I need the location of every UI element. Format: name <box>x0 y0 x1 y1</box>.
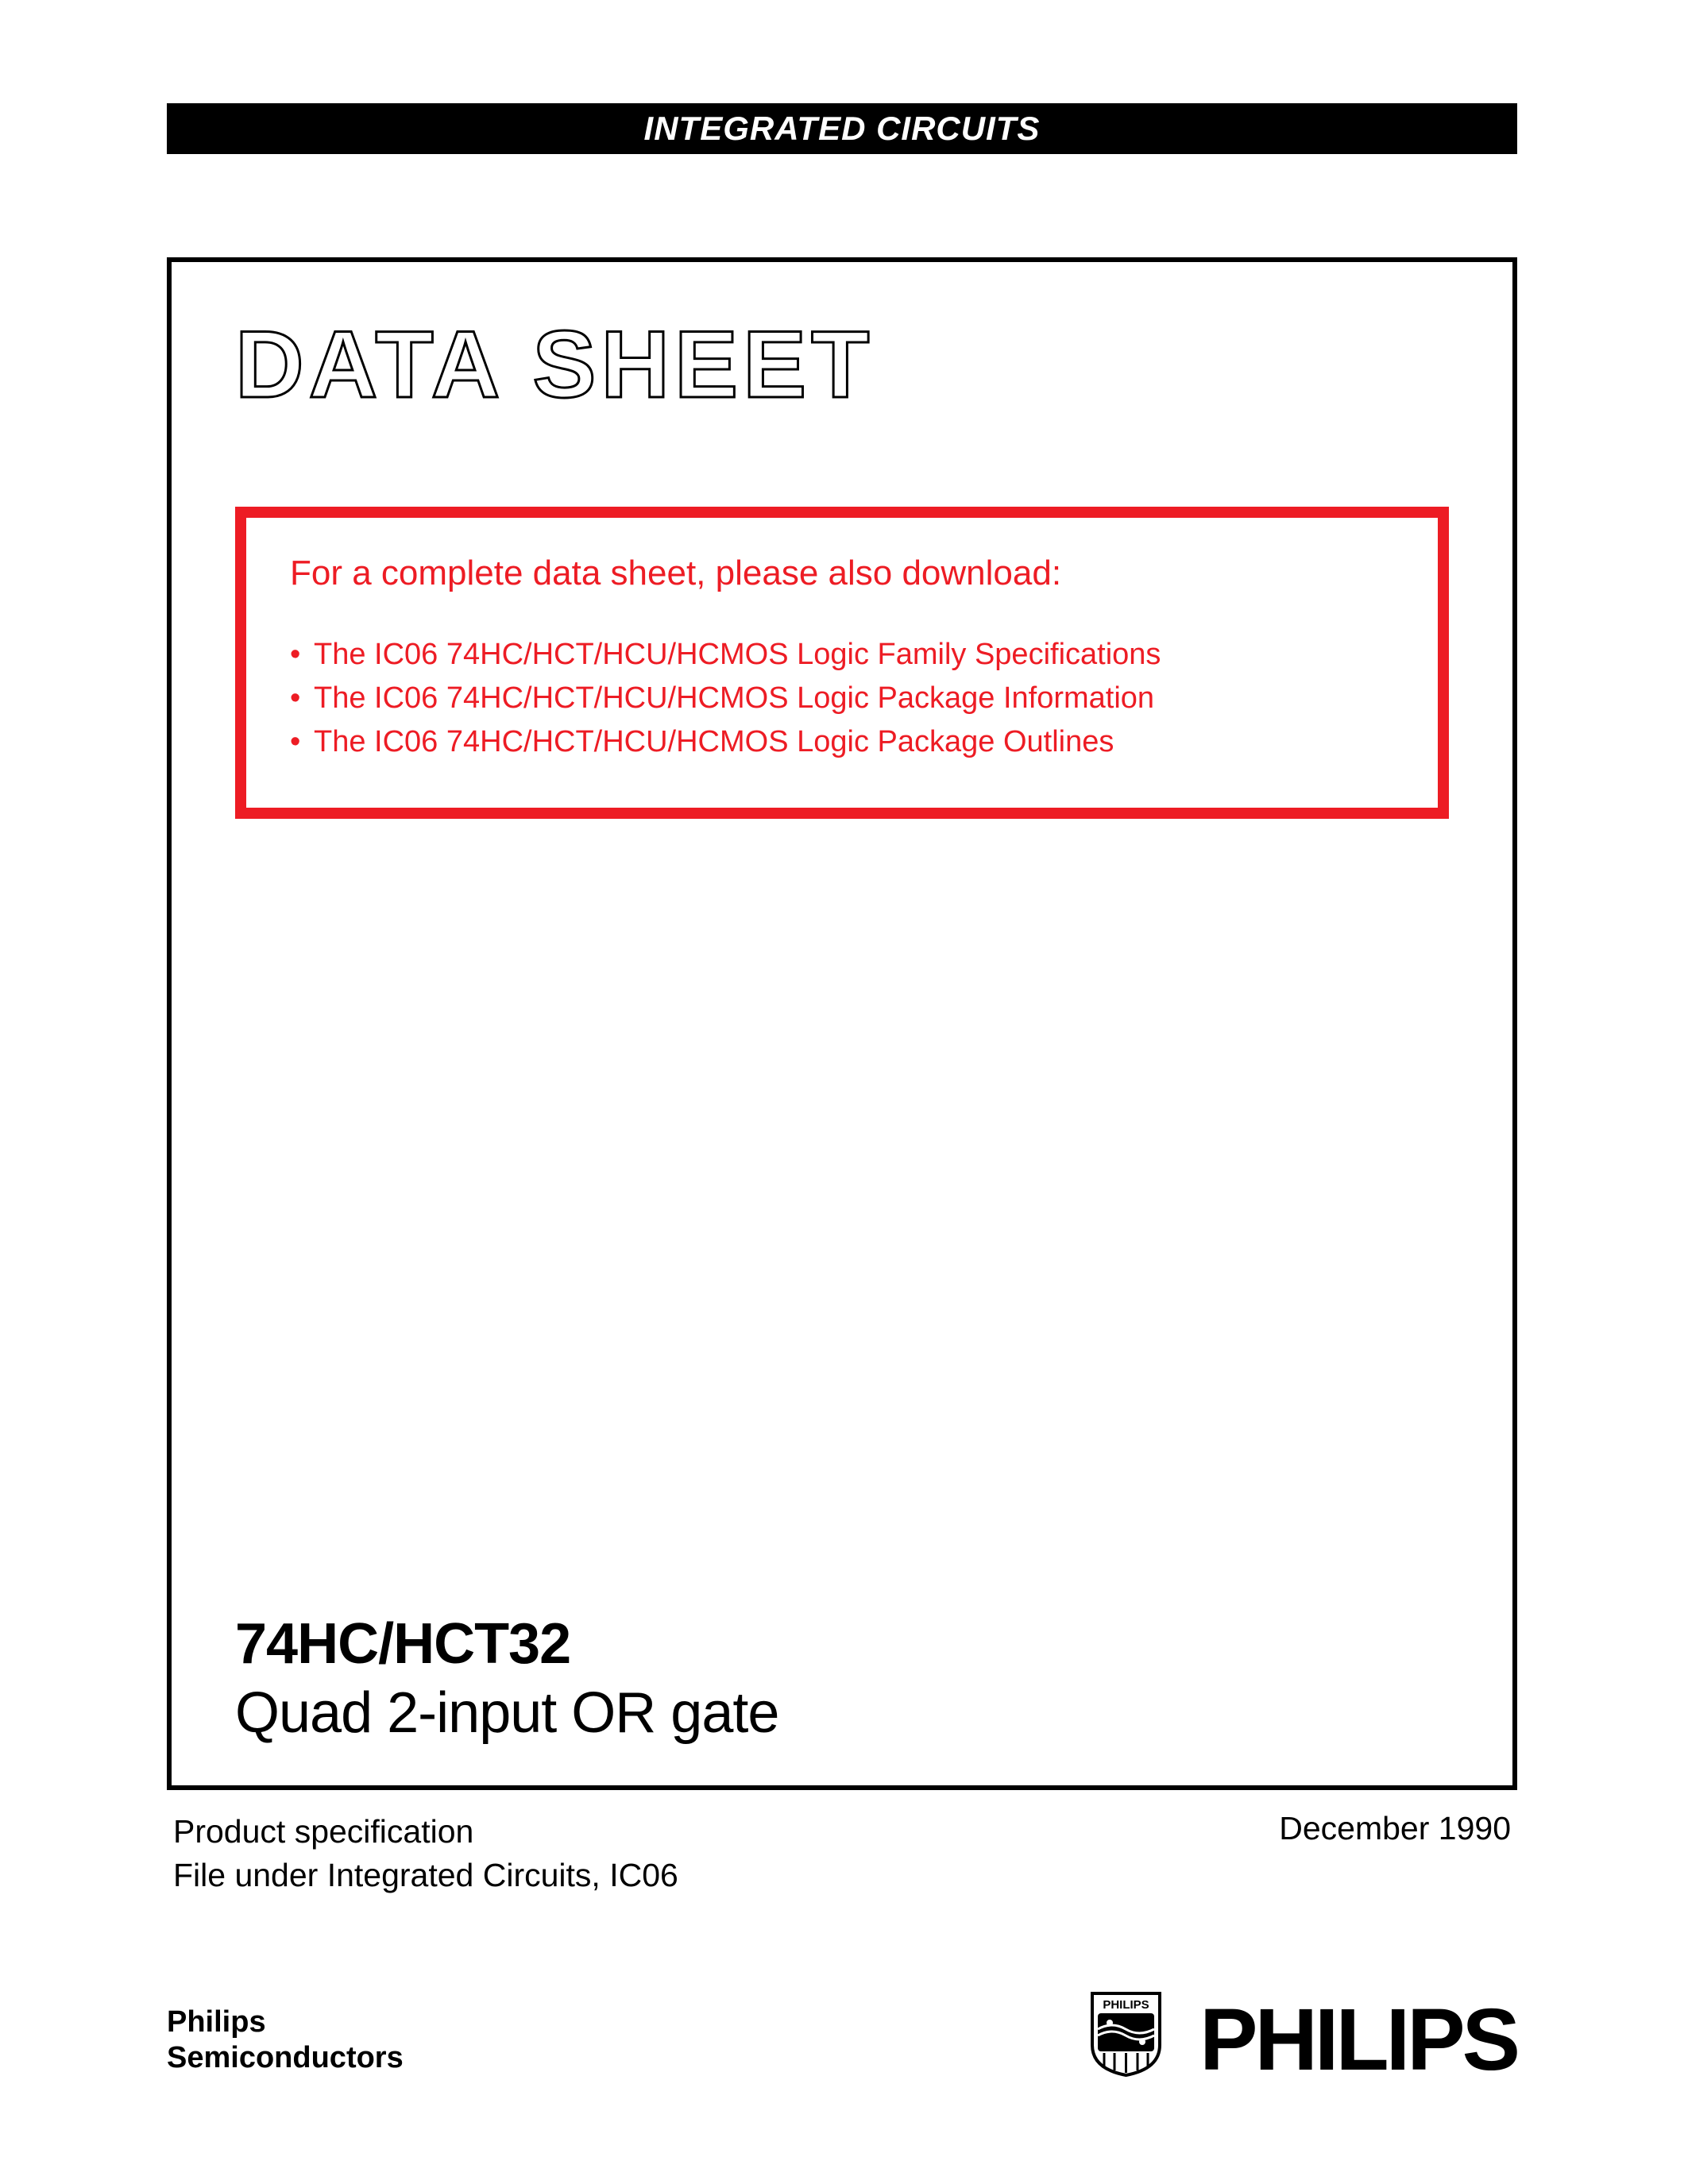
download-item: The IC06 74HC/HCT/HCU/HCMOS Logic Family… <box>290 633 1394 677</box>
download-item: The IC06 74HC/HCT/HCU/HCMOS Logic Packag… <box>290 720 1394 764</box>
footer-company: Philips Semiconductors <box>167 2005 404 2077</box>
spec-row: Product specification File under Integra… <box>167 1810 1517 1898</box>
download-list: The IC06 74HC/HCT/HCU/HCMOS Logic Family… <box>290 633 1394 764</box>
page-content: INTEGRATED CIRCUITS DATA SHEET For a com… <box>167 103 1517 1898</box>
company-name-line: Philips <box>167 2005 404 2041</box>
page-footer: Philips Semiconductors PHILIPS PHILIPS <box>167 1989 1517 2077</box>
download-item: The IC06 74HC/HCT/HCU/HCMOS Logic Packag… <box>290 677 1394 720</box>
header-banner: INTEGRATED CIRCUITS <box>167 103 1517 154</box>
part-number: 74HC/HCT32 <box>235 1611 778 1677</box>
philips-shield-icon: PHILIPS <box>1088 1989 1164 2077</box>
spec-line: File under Integrated Circuits, IC06 <box>173 1854 678 1897</box>
document-title: DATA SHEET <box>235 310 1457 419</box>
company-name-line: Semiconductors <box>167 2040 404 2077</box>
download-heading: For a complete data sheet, please also d… <box>290 554 1394 593</box>
download-notice-box: For a complete data sheet, please also d… <box>235 507 1449 819</box>
spec-left: Product specification File under Integra… <box>173 1810 678 1898</box>
main-frame: DATA SHEET For a complete data sheet, pl… <box>167 257 1517 1790</box>
part-description: Quad 2-input OR gate <box>235 1680 778 1746</box>
philips-wordmark: PHILIPS <box>1199 2003 1517 2078</box>
svg-text:PHILIPS: PHILIPS <box>1103 1998 1149 2012</box>
spec-line: Product specification <box>173 1810 678 1854</box>
part-block: 74HC/HCT32 Quad 2-input OR gate <box>235 1611 778 1746</box>
footer-brand-block: PHILIPS PHILIPS <box>1088 1989 1517 2077</box>
spec-date: December 1990 <box>1279 1810 1511 1898</box>
